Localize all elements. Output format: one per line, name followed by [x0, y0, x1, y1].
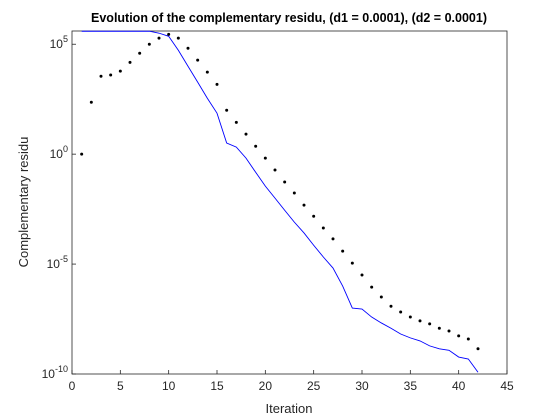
y-tick-label: 10-5 — [47, 254, 68, 271]
y-tick-label: 10-10 — [42, 364, 68, 381]
data-point — [147, 42, 151, 46]
data-point — [312, 214, 316, 218]
data-point — [331, 237, 335, 241]
data-point — [138, 51, 142, 55]
data-point — [408, 315, 412, 319]
y-tick-base: 10 — [47, 257, 61, 271]
data-point — [341, 249, 345, 253]
x-tick-label: 15 — [210, 379, 224, 393]
data-point — [157, 36, 161, 40]
data-point — [196, 58, 200, 62]
data-point — [167, 32, 171, 36]
data-point — [370, 285, 374, 289]
x-tick-label: 35 — [404, 379, 418, 393]
chart-title: Evolution of the complementary residu, (… — [91, 11, 487, 25]
data-point — [273, 168, 277, 172]
y-tick-exponent: 0 — [63, 144, 68, 154]
data-point — [254, 144, 258, 148]
y-axis-label: Complementary residu — [16, 137, 31, 268]
data-point — [302, 203, 306, 207]
x-tick-label: 30 — [355, 379, 369, 393]
data-point — [418, 319, 422, 323]
x-tick-label: 0 — [69, 379, 76, 393]
data-point — [360, 273, 364, 277]
data-point — [447, 329, 451, 333]
data-point — [321, 226, 325, 230]
x-tick-label: 45 — [500, 379, 514, 393]
data-point — [399, 310, 403, 314]
data-point — [428, 322, 432, 326]
data-point — [437, 326, 441, 330]
data-point — [109, 73, 113, 77]
y-tick-exponent: -10 — [55, 364, 68, 374]
data-point — [118, 69, 122, 73]
x-tick-label: 40 — [452, 379, 466, 393]
y-tick-label: 105 — [50, 34, 68, 51]
data-point — [244, 132, 248, 136]
data-line — [81, 30, 479, 373]
x-tick-label: 10 — [162, 379, 176, 393]
data-point — [225, 108, 229, 112]
y-tick-label: 100 — [50, 144, 68, 161]
data-point — [379, 295, 383, 299]
x-axis-label: Iteration — [266, 401, 313, 416]
data-point — [176, 36, 180, 40]
data-point — [234, 120, 238, 124]
data-point — [89, 100, 93, 104]
data-point — [186, 46, 190, 50]
data-point — [476, 347, 480, 351]
data-point — [457, 334, 461, 338]
y-tick-exponent: 5 — [63, 34, 68, 44]
y-tick-base: 10 — [50, 147, 64, 161]
data-point — [283, 180, 287, 184]
x-tick-label: 25 — [307, 379, 321, 393]
y-tick-base: 10 — [50, 37, 64, 51]
data-point — [292, 191, 296, 195]
data-point — [128, 60, 132, 64]
data-point — [99, 74, 103, 78]
data-point — [215, 82, 219, 86]
data-point — [389, 304, 393, 308]
data-point — [466, 337, 470, 341]
data-point — [205, 70, 209, 74]
data-point — [80, 152, 84, 156]
x-tick-label: 20 — [259, 379, 273, 393]
y-tick-exponent: -5 — [60, 254, 68, 264]
data-point — [263, 156, 267, 160]
data-point — [350, 261, 354, 265]
x-tick-label: 5 — [117, 379, 124, 393]
plot-area — [71, 30, 508, 375]
y-tick-base: 10 — [42, 367, 56, 381]
